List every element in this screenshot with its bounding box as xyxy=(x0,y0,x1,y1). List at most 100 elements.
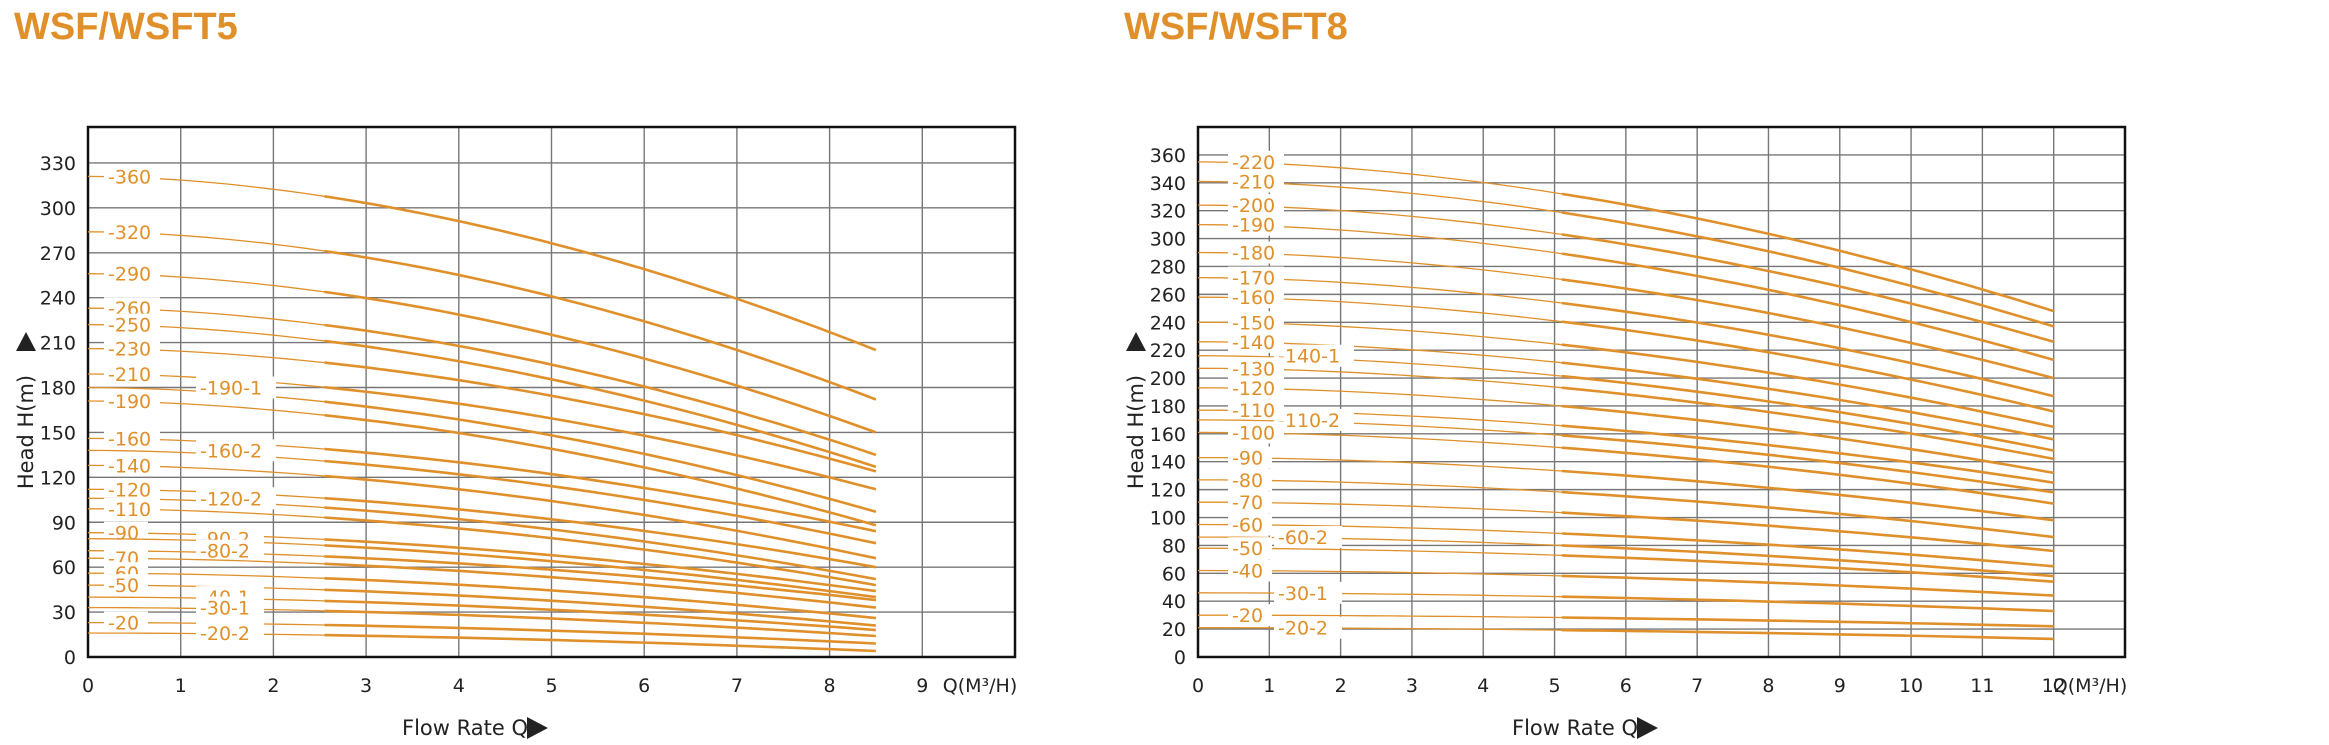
chart2-x-tick-label: 8 xyxy=(1762,675,1774,697)
chart2-y-tick-label: 280 xyxy=(1150,256,1186,278)
chart2-curve-label-bg xyxy=(1228,376,1284,399)
chart1-curve-label: -320 xyxy=(108,222,151,244)
chart2-curve-130 xyxy=(1561,386,2054,461)
chart2-curve-thin-30-1 xyxy=(1197,592,1562,598)
chart2-curve-thin-140-1 xyxy=(1197,355,1562,377)
chart1-curve-label: -140 xyxy=(108,455,151,477)
chart2-curve-150 xyxy=(1561,343,2054,429)
chart2-y-tick-label: 120 xyxy=(1150,480,1186,502)
chart2-curve-label: -140-1 xyxy=(1278,346,1340,368)
chart1-y-tick-label: 150 xyxy=(40,422,76,444)
chart1-curve-120-2 xyxy=(324,506,877,581)
chart1-curve-90 xyxy=(324,538,877,593)
chart1-curve-label-bg xyxy=(196,439,276,462)
chart1-x-axis-arrow-icon xyxy=(527,717,548,739)
chart1-curve-label: -160-2 xyxy=(200,440,262,462)
chart2-x-unit-label: Q(M³/H) xyxy=(2053,675,2127,697)
chart1-x-tick-label: 2 xyxy=(267,675,279,697)
chart2-curve-label-bg xyxy=(1274,408,1354,431)
chart2-curve-100 xyxy=(1561,446,2054,505)
chart1-curve-50 xyxy=(324,588,877,627)
chart2-curve-label-bg xyxy=(1228,286,1284,309)
chart1-y-tick-label: 270 xyxy=(40,243,76,265)
chart1-curve-label: -50 xyxy=(108,575,139,597)
chart1-curve-160-2 xyxy=(324,459,877,545)
chart2-curve-label: -100 xyxy=(1232,422,1275,444)
chart1-curve-160 xyxy=(324,447,877,533)
chart2-curve-30-1 xyxy=(1561,595,2054,613)
chart2-x-tick-label: 4 xyxy=(1477,675,1489,697)
chart1-y-tick-label: 240 xyxy=(40,288,76,310)
chart-title-wsft5: WSF/WSFT5 xyxy=(14,6,238,48)
chart2-curve-label-bg xyxy=(1228,491,1272,514)
chart1-curve-label-bg xyxy=(104,454,160,477)
chart1-curve-360 xyxy=(324,195,877,352)
chart2-curve-label-bg xyxy=(1228,170,1284,193)
chart2-curve-label-bg xyxy=(1274,526,1342,549)
chart1-plot-frame xyxy=(86,125,1017,659)
chart2-x-tick-label: 10 xyxy=(1899,675,1923,697)
chart1-curve-label: -190 xyxy=(108,391,151,413)
chart2-curve-20 xyxy=(1561,616,2054,628)
chart2-curve-160 xyxy=(1561,320,2055,413)
chart2-curve-label-bg xyxy=(1228,213,1284,236)
chart1-curve-label: -20 xyxy=(108,613,139,635)
chart2-y-tick-label: 160 xyxy=(1150,424,1186,446)
chart1-y-tick-label: 210 xyxy=(40,333,76,355)
chart2-curve-label-bg xyxy=(1228,559,1272,582)
chart1-curve-label-bg xyxy=(104,262,160,285)
chart2-y-tick-label: 220 xyxy=(1150,340,1186,362)
chart2-y-tick-label: 260 xyxy=(1150,284,1186,306)
chart2-curve-label-bg xyxy=(1228,513,1272,536)
chart1-curve-label: -20-2 xyxy=(200,623,250,645)
chart2-curve-label: -150 xyxy=(1232,312,1275,334)
chart1-curve-label: -120-2 xyxy=(200,488,262,510)
chart1-curve-label-bg xyxy=(104,363,160,386)
chart2-curve-label-bg xyxy=(1228,421,1284,444)
chart1-curve-40-1 xyxy=(324,599,876,632)
chart2-y-tick-label: 60 xyxy=(1162,563,1186,585)
chart2-curve-140-1 xyxy=(1561,374,2054,452)
chart2-curve-200 xyxy=(1561,233,2055,344)
chart2-curve-label: -120 xyxy=(1232,378,1275,400)
chart1-curve-label-bg xyxy=(196,539,264,562)
chart2-curve-60-2 xyxy=(1561,544,2054,578)
chart1-curve-label-bg xyxy=(104,337,160,360)
chart2-x-tick-label: 12 xyxy=(2042,675,2066,697)
chart2-curve-label-bg xyxy=(1228,241,1284,264)
chart1-curve-label-bg xyxy=(104,165,160,188)
chart1-curve-label-bg xyxy=(104,313,160,336)
chart2-x-tick-label: 7 xyxy=(1691,675,1703,697)
chart2-curve-120 xyxy=(1561,404,2054,475)
chart2-y-tick-label: 100 xyxy=(1150,508,1186,530)
chart2-curve-110-2 xyxy=(1561,434,2054,494)
chart2-curve-label: -90 xyxy=(1232,448,1263,470)
chart2-curve-label: -80 xyxy=(1232,470,1263,492)
chart1-curve-320 xyxy=(324,249,877,401)
chart1-y-tick-label: 60 xyxy=(52,557,76,579)
chart1-curve-label: -160 xyxy=(108,428,151,450)
chart2-y-tick-label: 0 xyxy=(1174,647,1186,669)
chart1-curve-label-bg xyxy=(104,574,148,597)
chart1-x-tick-label: 1 xyxy=(175,675,187,697)
chart1-y-tick-label: 30 xyxy=(52,602,76,624)
chart2-y-tick-label: 340 xyxy=(1150,173,1186,195)
chart1-x-tick-label: 9 xyxy=(916,675,928,697)
chart2-curve-label: -20 xyxy=(1232,605,1263,627)
chart2-curve-label: -130 xyxy=(1232,358,1275,380)
chart1-curve-label: -90 xyxy=(108,523,139,545)
chart1-curve-label-bg xyxy=(196,487,276,510)
chart1-curve-20-2 xyxy=(324,633,876,653)
chart2-curve-20-2 xyxy=(1561,628,2054,641)
chart1-curve-label-bg xyxy=(104,427,160,450)
chart2-y-tick-label: 240 xyxy=(1150,312,1186,334)
chart2-curve-label-bg xyxy=(1274,581,1342,604)
chart1-y-tick-label: 300 xyxy=(40,198,76,220)
chart2-curve-label-bg xyxy=(1228,399,1284,422)
chart2-curve-50 xyxy=(1561,554,2054,583)
chart2-curve-label: -40 xyxy=(1232,561,1263,583)
chart1-curve-290 xyxy=(324,290,877,434)
chart1-curve-label-bg xyxy=(196,622,264,645)
chart2-curve-label: -110 xyxy=(1232,400,1275,422)
chart2-y-axis-title: Head H(m) xyxy=(1124,375,1148,489)
